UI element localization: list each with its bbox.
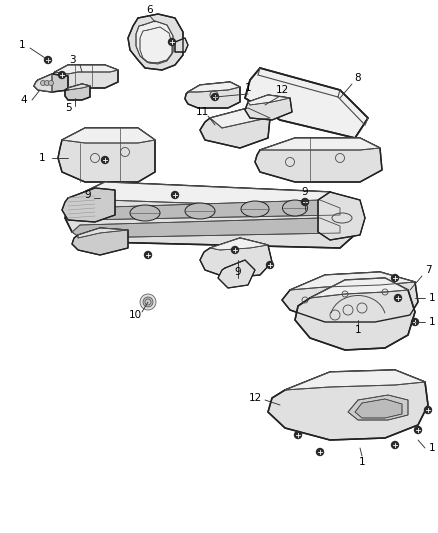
Polygon shape bbox=[188, 82, 240, 92]
Text: 9: 9 bbox=[235, 267, 241, 277]
Text: 1: 1 bbox=[429, 443, 435, 453]
Text: 1: 1 bbox=[429, 317, 435, 327]
Text: 1: 1 bbox=[355, 325, 361, 335]
Text: 1: 1 bbox=[245, 83, 251, 93]
Circle shape bbox=[45, 56, 52, 63]
Polygon shape bbox=[348, 395, 408, 420]
Circle shape bbox=[392, 274, 399, 281]
Polygon shape bbox=[185, 82, 240, 108]
Circle shape bbox=[59, 71, 66, 78]
Polygon shape bbox=[72, 228, 128, 255]
Text: 12: 12 bbox=[248, 393, 261, 403]
Text: 9: 9 bbox=[85, 190, 91, 200]
Polygon shape bbox=[200, 238, 272, 278]
Polygon shape bbox=[50, 65, 118, 88]
Polygon shape bbox=[290, 272, 415, 290]
Polygon shape bbox=[210, 238, 268, 250]
Text: 12: 12 bbox=[276, 85, 289, 95]
Text: 5: 5 bbox=[65, 103, 71, 113]
Circle shape bbox=[301, 198, 308, 206]
Text: 1: 1 bbox=[359, 457, 365, 467]
Circle shape bbox=[232, 246, 239, 254]
Text: 1: 1 bbox=[19, 40, 25, 50]
Polygon shape bbox=[175, 38, 188, 52]
Circle shape bbox=[40, 80, 46, 85]
Polygon shape bbox=[255, 138, 382, 182]
Circle shape bbox=[411, 319, 418, 326]
Text: 8: 8 bbox=[355, 73, 361, 83]
Polygon shape bbox=[72, 182, 355, 208]
Polygon shape bbox=[58, 128, 155, 182]
Polygon shape bbox=[34, 74, 68, 92]
Circle shape bbox=[169, 38, 176, 45]
Polygon shape bbox=[68, 84, 90, 90]
Polygon shape bbox=[128, 14, 183, 70]
Polygon shape bbox=[78, 228, 128, 238]
Polygon shape bbox=[34, 74, 52, 92]
Ellipse shape bbox=[241, 201, 269, 217]
Text: 10: 10 bbox=[128, 310, 141, 320]
Polygon shape bbox=[310, 278, 408, 298]
Polygon shape bbox=[65, 182, 358, 248]
Polygon shape bbox=[245, 95, 292, 120]
Circle shape bbox=[45, 80, 49, 85]
Polygon shape bbox=[62, 128, 155, 143]
Circle shape bbox=[266, 262, 273, 269]
Circle shape bbox=[143, 297, 153, 307]
Text: 7: 7 bbox=[425, 265, 431, 275]
Polygon shape bbox=[210, 108, 270, 128]
Circle shape bbox=[49, 80, 53, 85]
Polygon shape bbox=[295, 278, 415, 350]
Circle shape bbox=[145, 299, 151, 305]
Text: 3: 3 bbox=[69, 55, 75, 65]
Circle shape bbox=[294, 432, 301, 439]
Polygon shape bbox=[355, 399, 402, 418]
Polygon shape bbox=[245, 68, 368, 138]
Circle shape bbox=[212, 93, 219, 101]
Circle shape bbox=[102, 157, 109, 164]
Polygon shape bbox=[55, 65, 118, 74]
Circle shape bbox=[145, 252, 152, 259]
Text: 1: 1 bbox=[39, 153, 45, 163]
Polygon shape bbox=[285, 370, 425, 390]
Polygon shape bbox=[200, 108, 270, 148]
Ellipse shape bbox=[283, 200, 307, 216]
Polygon shape bbox=[62, 188, 115, 222]
Circle shape bbox=[140, 294, 156, 310]
Ellipse shape bbox=[130, 205, 160, 221]
Polygon shape bbox=[248, 95, 290, 105]
Ellipse shape bbox=[185, 203, 215, 219]
Polygon shape bbox=[136, 21, 173, 63]
Text: 6: 6 bbox=[147, 5, 153, 15]
Polygon shape bbox=[72, 218, 340, 238]
Text: 11: 11 bbox=[195, 107, 208, 117]
Circle shape bbox=[317, 448, 324, 456]
Text: 4: 4 bbox=[21, 95, 27, 105]
Circle shape bbox=[395, 295, 402, 302]
Polygon shape bbox=[72, 200, 340, 220]
Circle shape bbox=[172, 191, 179, 198]
Polygon shape bbox=[318, 192, 365, 240]
Polygon shape bbox=[260, 138, 380, 150]
Polygon shape bbox=[218, 260, 255, 288]
Circle shape bbox=[392, 441, 399, 448]
Text: 9: 9 bbox=[302, 187, 308, 197]
Circle shape bbox=[424, 407, 431, 414]
Polygon shape bbox=[268, 370, 428, 440]
Text: 1: 1 bbox=[429, 293, 435, 303]
Circle shape bbox=[414, 426, 421, 433]
Polygon shape bbox=[282, 272, 418, 322]
Polygon shape bbox=[65, 84, 90, 100]
